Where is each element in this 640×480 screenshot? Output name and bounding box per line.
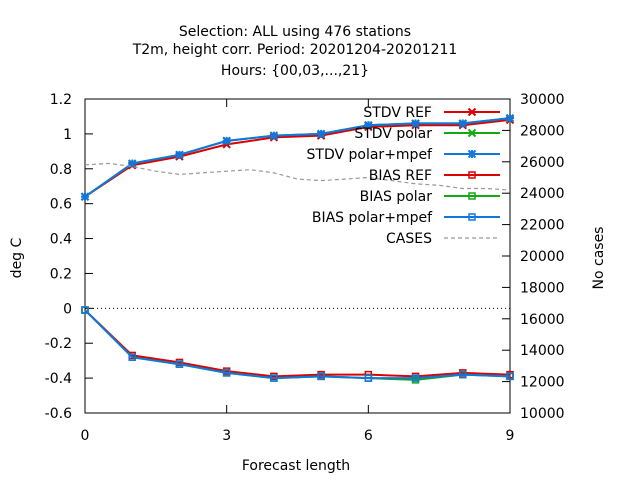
series-line bbox=[84, 117, 511, 198]
legend-item: CASES bbox=[386, 231, 500, 247]
y2-tick-label: 18000 bbox=[520, 280, 565, 296]
y-tick-label: 0 bbox=[63, 301, 72, 317]
y2-axis-label: No cases bbox=[591, 227, 607, 290]
y2-tick-label: 20000 bbox=[520, 249, 565, 265]
x-tick-label: 9 bbox=[506, 428, 515, 444]
data-point bbox=[316, 129, 326, 139]
data-point bbox=[458, 119, 467, 128]
series-line bbox=[84, 309, 511, 381]
legend-marker bbox=[468, 192, 476, 200]
data-point bbox=[269, 131, 279, 140]
legend-marker bbox=[468, 171, 476, 179]
y-tick-label: 0.4 bbox=[50, 232, 72, 248]
y2-tick-label: 14000 bbox=[520, 343, 565, 359]
legend-item: STDV polar bbox=[354, 126, 500, 142]
plot-frame bbox=[84, 98, 511, 414]
legend-label: BIAS polar bbox=[360, 189, 433, 205]
y2-tick-label: 22000 bbox=[520, 218, 565, 234]
title-line-3: Hours: {00,03,...,21} bbox=[221, 63, 369, 79]
data-point bbox=[128, 159, 137, 168]
x-tick-label: 3 bbox=[222, 428, 231, 444]
series-line bbox=[84, 162, 511, 191]
legend-item: STDV REF bbox=[363, 105, 500, 121]
y-tick-label: 0.6 bbox=[50, 197, 72, 213]
legend-label: BIAS REF bbox=[369, 168, 432, 184]
y2-tick-label: 26000 bbox=[520, 155, 565, 171]
plot-area bbox=[80, 113, 515, 384]
data-point bbox=[364, 120, 373, 130]
y-tick-label: 0.2 bbox=[50, 266, 72, 282]
data-point bbox=[175, 150, 184, 160]
y-tick-label: -0.2 bbox=[45, 336, 72, 352]
data-point bbox=[270, 374, 278, 382]
data-point bbox=[317, 372, 325, 381]
y-axis-label: deg C bbox=[9, 237, 25, 278]
axes: 0 3 6 9 -0.6 -0.4 -0.2 0 0.2 0.4 0.6 0.8 1 1.2 10000 12… bbox=[45, 92, 565, 444]
data-point bbox=[175, 360, 184, 368]
series-cases bbox=[84, 162, 511, 191]
legend-label: CASES bbox=[386, 231, 432, 247]
y2-tick-label: 12000 bbox=[520, 375, 565, 391]
legend-item: BIAS REF bbox=[369, 168, 500, 184]
series-line bbox=[84, 309, 511, 380]
legend-label: STDV REF bbox=[363, 105, 432, 121]
data-point bbox=[128, 353, 136, 361]
x-tick-label: 6 bbox=[364, 428, 373, 444]
data-point bbox=[80, 192, 90, 201]
data-point bbox=[81, 306, 89, 314]
series-stdv-ref bbox=[80, 115, 515, 201]
data-point bbox=[505, 113, 515, 123]
y2-tick-label: 30000 bbox=[520, 92, 565, 108]
x-tick-label: 0 bbox=[81, 428, 90, 444]
y-tick-label: 1 bbox=[63, 127, 72, 143]
series-bias-ref bbox=[81, 306, 514, 381]
series-line bbox=[84, 309, 511, 378]
legend-label: STDV polar bbox=[354, 126, 432, 142]
legend-marker bbox=[467, 107, 477, 117]
data-point bbox=[364, 374, 373, 382]
y-tick-label: -0.4 bbox=[45, 371, 72, 387]
y-tick-label: 1.2 bbox=[50, 92, 72, 108]
legend: STDV REF STDV polar STDV polar+mpef BIAS RE… bbox=[307, 105, 500, 247]
legend-item: STDV polar+mpef bbox=[307, 147, 500, 163]
y2-tick-label: 10000 bbox=[520, 406, 565, 422]
legend-label: STDV polar+mpef bbox=[307, 147, 434, 163]
data-point bbox=[222, 369, 231, 377]
x-axis-label: Forecast length bbox=[242, 458, 350, 474]
y-tick-label: -0.6 bbox=[45, 406, 72, 422]
title-line-2: T2m, height corr. Period: 20201204-20201… bbox=[132, 42, 458, 58]
chart-title: Selection: ALL using 476 stations T2m, h… bbox=[132, 24, 458, 79]
legend-label: BIAS polar+mpef bbox=[312, 210, 433, 226]
series-stdv-polar bbox=[80, 113, 515, 201]
legend-item: BIAS polar+mpef bbox=[312, 210, 500, 226]
y2-tick-label: 28000 bbox=[520, 123, 565, 139]
series-bias-polar bbox=[81, 306, 514, 384]
data-point bbox=[411, 119, 420, 128]
title-line-1: Selection: ALL using 476 stations bbox=[179, 24, 411, 40]
series-line bbox=[84, 117, 511, 198]
legend-item: BIAS polar bbox=[360, 189, 500, 205]
series-bias-polar-mpef bbox=[81, 306, 514, 382]
data-point bbox=[459, 370, 467, 379]
legend-marker bbox=[468, 213, 476, 221]
series-stdv-polar-mpef bbox=[80, 113, 515, 201]
y2-tick-label: 16000 bbox=[520, 312, 565, 328]
data-point bbox=[222, 136, 231, 146]
data-point bbox=[411, 374, 420, 382]
legend-marker bbox=[467, 149, 477, 159]
legend-marker bbox=[467, 128, 477, 138]
y-tick-label: 0.8 bbox=[50, 162, 72, 178]
series-line bbox=[84, 118, 511, 198]
y2-tick-label: 24000 bbox=[520, 186, 565, 202]
data-point bbox=[506, 372, 514, 381]
